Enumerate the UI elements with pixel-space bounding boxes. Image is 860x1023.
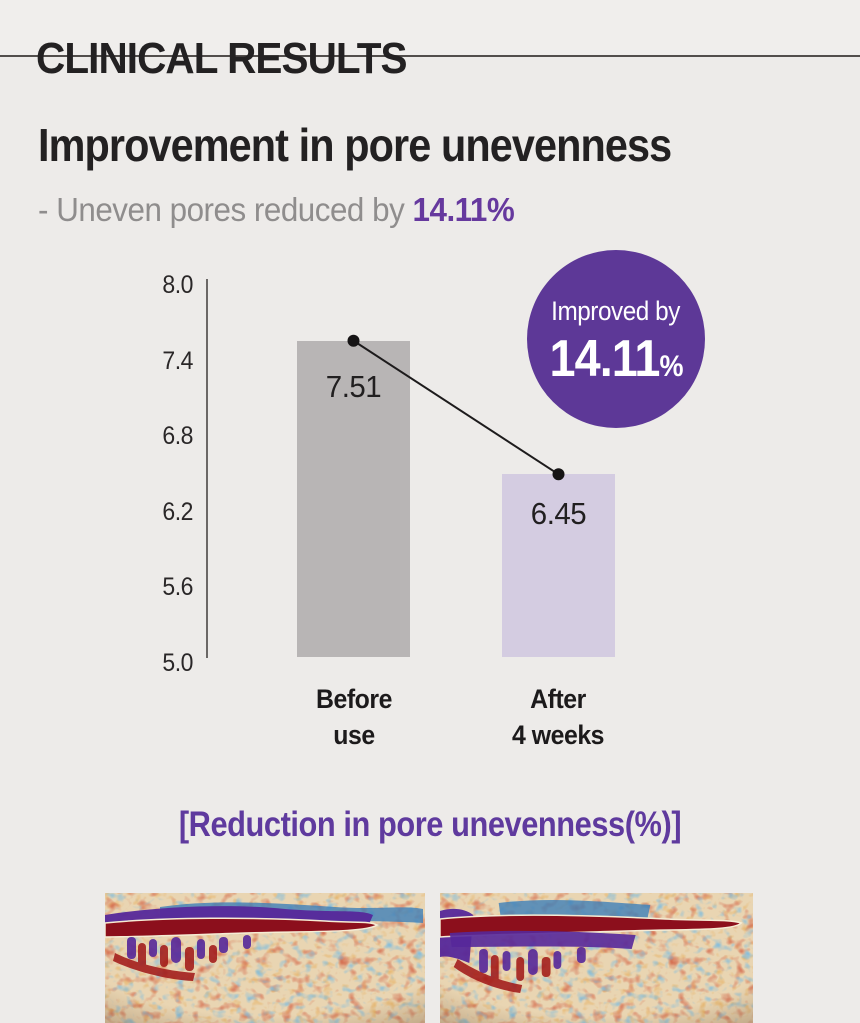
skin-heatmap-before-image	[105, 893, 425, 1023]
improvement-badge: Improved by 14.11%	[527, 250, 705, 428]
bar-value-label: 7.51	[325, 368, 382, 404]
badge-value: 14.11	[548, 329, 660, 388]
x-axis-label-after: After 4 weeks	[475, 681, 641, 753]
y-tick-label: 6.2	[162, 498, 193, 526]
x-label-line: 4 weeks	[511, 720, 605, 750]
percent-sign: %	[659, 349, 684, 383]
y-tick-label: 5.0	[162, 649, 193, 677]
header: CLINICAL RESULTS	[0, 0, 860, 83]
y-tick-label: 6.8	[162, 422, 193, 450]
subtitle-text: - Uneven pores reduced by	[38, 191, 413, 228]
badge-value-row: 14.11%	[549, 329, 683, 389]
section-subtitle: - Uneven pores reduced by 14.11%	[38, 191, 515, 229]
y-axis-line	[206, 279, 208, 658]
page-title: CLINICAL RESULTS	[36, 34, 408, 84]
y-tick-label: 8.0	[162, 271, 193, 299]
y-tick-label: 5.6	[162, 573, 193, 601]
section-title: Improvement in pore unevenness	[38, 119, 672, 172]
bar-after-4-weeks: 6.45	[502, 474, 615, 657]
subtitle-value: 14.11%	[412, 191, 515, 228]
x-axis-line	[206, 656, 708, 658]
badge-label: Improved by	[551, 295, 681, 326]
chart-caption: [Reduction in pore unevenness(%)]	[178, 805, 682, 844]
y-tick-label: 7.4	[162, 347, 193, 375]
x-label-line: After	[530, 684, 586, 714]
x-label-line: Before	[316, 684, 392, 714]
skin-heatmap-after-image	[440, 893, 753, 1023]
x-label-line: use	[333, 720, 375, 750]
x-axis-label-before: Before use	[271, 681, 437, 753]
bar-before-use: 7.51	[297, 340, 410, 657]
bar-value-label: 6.45	[530, 496, 587, 532]
